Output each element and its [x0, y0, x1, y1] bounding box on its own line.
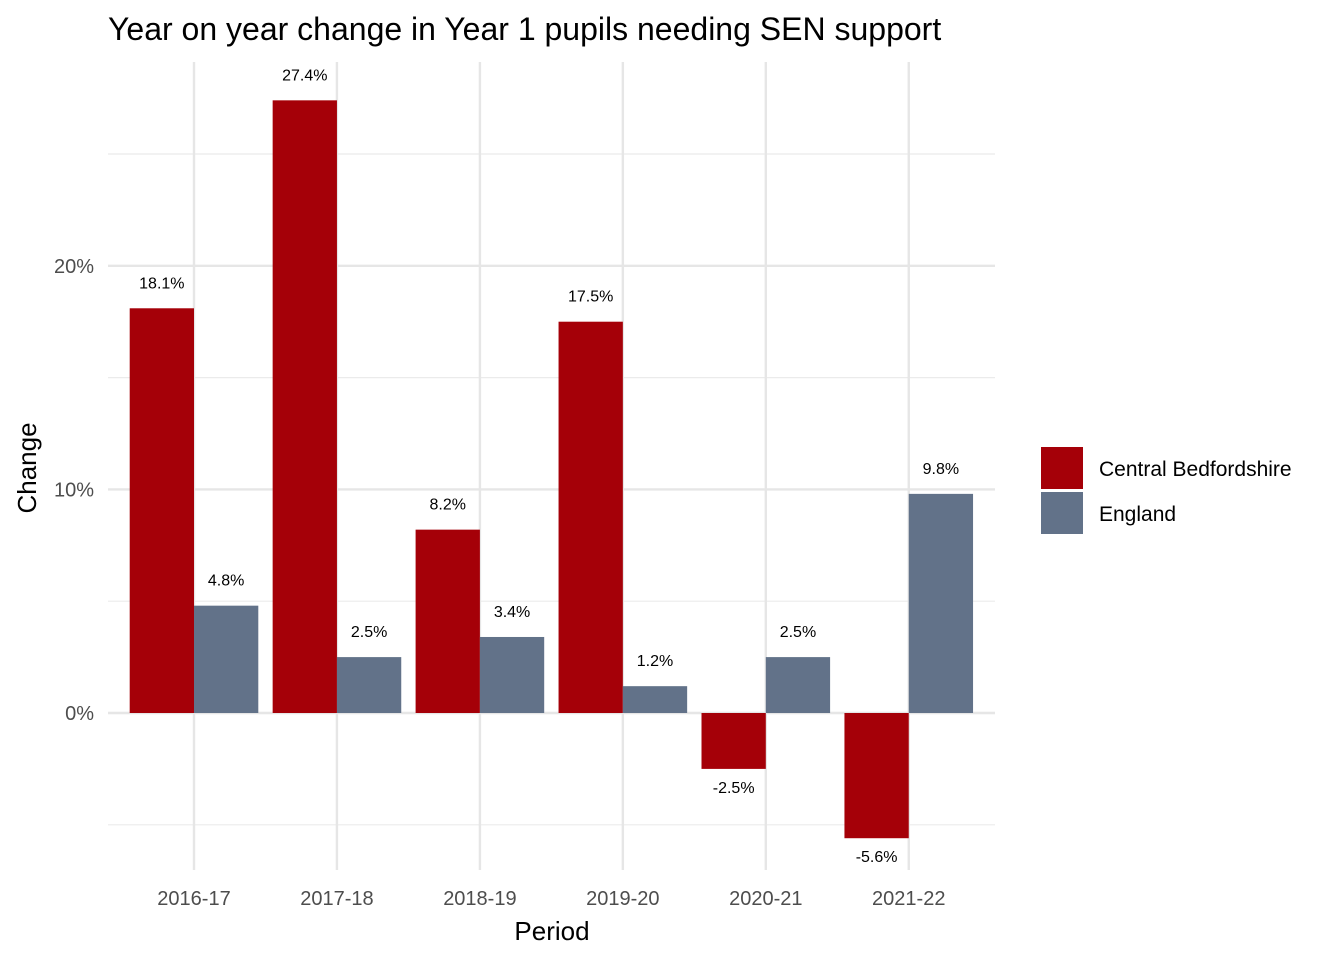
- data-label: 4.8%: [208, 573, 244, 590]
- x-tick-label: 2018-19: [443, 888, 516, 910]
- y-axis-ticks: 0% 10% 20%: [54, 256, 94, 725]
- bar: [765, 657, 831, 713]
- x-tick-label: 2017-18: [300, 888, 373, 910]
- data-label: 2.5%: [780, 624, 816, 641]
- data-label: -2.5%: [713, 780, 755, 797]
- x-axis-ticks: 2016-17 2017-18 2018-19 2019-20 2020-21 2021-…: [157, 888, 945, 910]
- bar: [272, 100, 337, 713]
- legend-label: England: [1099, 503, 1176, 526]
- x-axis-title: Period: [514, 916, 589, 946]
- x-tick-label: 2020-21: [729, 888, 802, 910]
- data-label: 1.2%: [637, 653, 673, 670]
- bar: [194, 605, 259, 713]
- bar: [908, 493, 974, 713]
- bar: [129, 308, 194, 713]
- x-tick-label: 2021-22: [872, 888, 945, 910]
- data-label: 18.1%: [139, 275, 184, 292]
- data-label: 17.5%: [568, 289, 613, 306]
- data-labels: 18.1% 27.4% 8.2% 17.5% -2.5% -5.6% 4.8% 2.5% 3.4…: [139, 67, 959, 866]
- bar: [415, 529, 480, 713]
- bar: [844, 713, 909, 839]
- bar: [336, 657, 402, 713]
- y-axis-title: Change: [12, 422, 42, 513]
- legend-swatch: [1041, 492, 1083, 534]
- chart-title: Year on year change in Year 1 pupils nee…: [108, 11, 941, 47]
- bar: [622, 686, 688, 713]
- y-tick-label: 0%: [65, 703, 94, 725]
- x-tick-label: 2019-20: [586, 888, 659, 910]
- legend-label: Central Bedfordshire: [1099, 458, 1292, 481]
- data-label: 27.4%: [282, 67, 327, 84]
- legend-swatch: [1041, 447, 1083, 489]
- data-label: 8.2%: [430, 497, 466, 514]
- bar: [558, 321, 623, 713]
- bar: [479, 636, 545, 713]
- data-label: 2.5%: [351, 624, 387, 641]
- x-tick-label: 2016-17: [157, 888, 230, 910]
- y-tick-label: 20%: [54, 256, 94, 278]
- y-tick-label: 10%: [54, 479, 94, 501]
- bar: [701, 713, 766, 769]
- data-label: -5.6%: [856, 849, 898, 866]
- data-label: 3.4%: [494, 604, 530, 621]
- legend: Central Bedfordshire England: [1041, 447, 1292, 534]
- bars: [129, 100, 974, 839]
- data-label: 9.8%: [923, 461, 959, 478]
